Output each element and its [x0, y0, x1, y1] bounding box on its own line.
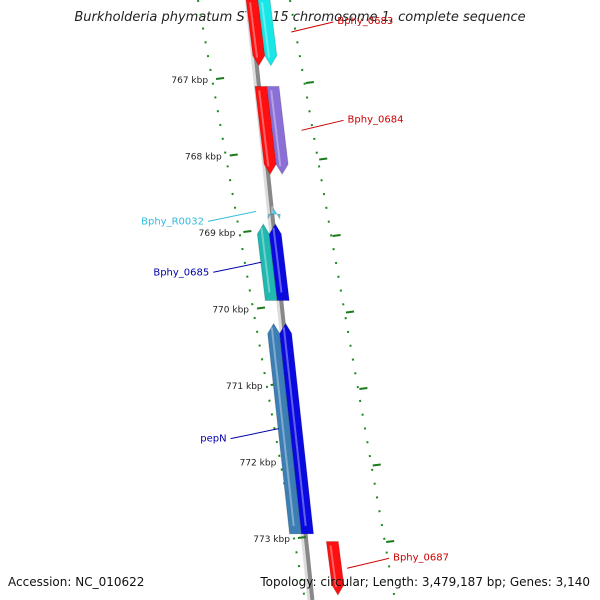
- gene-label-Bphy_R0032: Bphy_R0032: [141, 216, 204, 227]
- map-title: Burkholderia phymatum STM815 chromosome …: [74, 10, 526, 25]
- gene-Bphy_0685-companion: [268, 223, 290, 302]
- tick-label: 771 kbp: [226, 382, 263, 392]
- leader-Bphy_0685: [213, 261, 262, 273]
- tick-mark-left: [256, 306, 266, 310]
- gene-label-pepN: pepN: [200, 434, 226, 445]
- gene-label-Bphy_0687: Bphy_0687: [393, 552, 449, 563]
- tick-mark-right: [372, 463, 381, 467]
- tick-label: 773 kbp: [253, 535, 290, 545]
- gene-Bphy_0687: [325, 541, 345, 597]
- gene-pepN-companion-shine: [282, 327, 307, 526]
- tick-label: 769 kbp: [199, 229, 236, 239]
- gene-Bphy_0684-companion-shine: [270, 90, 282, 167]
- tick-label: 772 kbp: [240, 459, 277, 469]
- gene-label-Bphy_0685: Bphy_0685: [153, 267, 209, 278]
- sequence-summary: Topology: circular; Length: 3,479,187 bp…: [260, 575, 590, 589]
- tick-mark-right: [386, 540, 395, 543]
- leader-Bphy_0684: [301, 119, 344, 131]
- leader-Bphy_0683: [291, 21, 334, 33]
- gene-pepN-companion: [279, 322, 315, 535]
- gene-Bphy_0685-companion-shine: [272, 227, 283, 293]
- tick-label: 770 kbp: [212, 306, 249, 316]
- leader-Bphy_R0032: [207, 210, 257, 222]
- accession-label: Accession: NC_010622: [8, 575, 145, 589]
- gene-Bphy_0685: [256, 223, 278, 302]
- tick-mark-right: [332, 234, 341, 237]
- tick-label: 768 kbp: [185, 153, 222, 163]
- gene-Bphy_0683-companion-shine: [261, 2, 271, 58]
- tick-mark-left: [229, 153, 238, 157]
- tick-mark-left: [215, 77, 225, 80]
- tick-mark-left: [297, 536, 307, 539]
- tick-mark-right: [359, 387, 368, 390]
- gene-Bphy_0683-shine: [249, 2, 259, 58]
- gene-Bphy_0683-companion: [257, 0, 278, 67]
- gene-Bphy_0687-shine: [329, 545, 338, 588]
- tick-mark-right: [345, 310, 355, 314]
- leader-pepN: [230, 428, 279, 440]
- gene-Bphy_0683: [245, 0, 266, 67]
- gene-label-Bphy_0683: Bphy_0683: [337, 16, 393, 27]
- gene-pepN-shine: [270, 327, 295, 526]
- tick-mark-right: [319, 157, 328, 161]
- gene-Bphy_0685-shine: [260, 227, 271, 293]
- gene-pepN: [267, 322, 303, 535]
- tick-mark-left: [243, 230, 252, 233]
- gene-Bphy_0684: [254, 85, 277, 176]
- tick-mark-right: [305, 81, 314, 84]
- gene-Bphy_R0032-shine: [270, 205, 274, 213]
- tick-label: 767 kbp: [171, 76, 208, 86]
- leader-Bphy_0687: [346, 557, 390, 569]
- gene-label-Bphy_0684: Bphy_0684: [348, 114, 404, 125]
- gene-Bphy_R0032: [267, 207, 281, 221]
- gene-Bphy_0684-shine: [258, 90, 270, 167]
- gene-Bphy_0684-companion: [266, 85, 289, 176]
